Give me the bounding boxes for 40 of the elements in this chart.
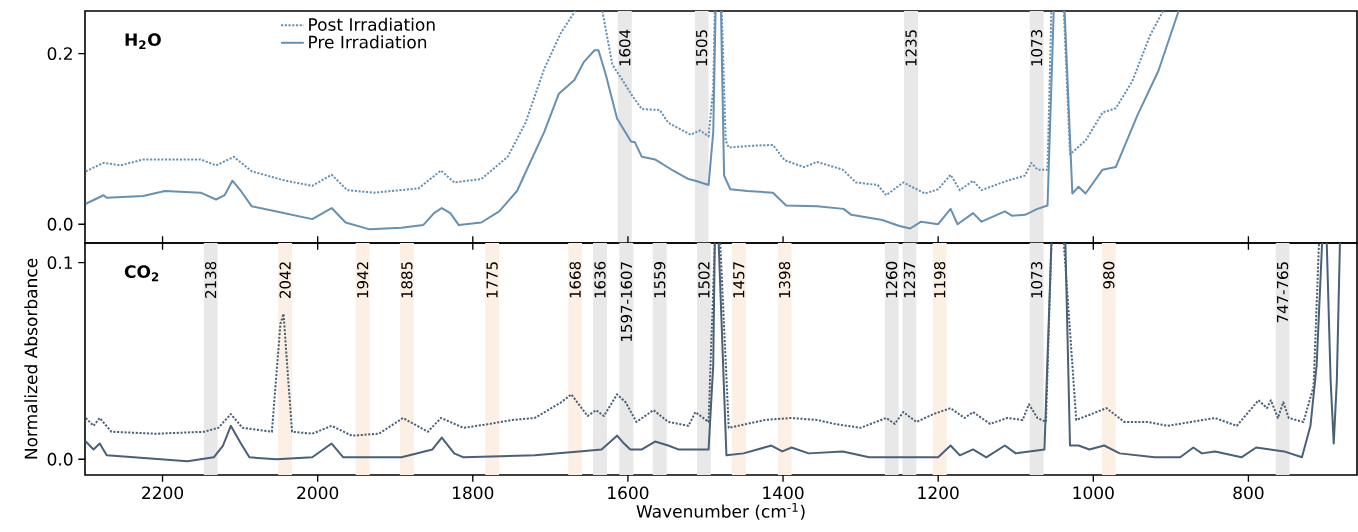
x-tick-label: 1000 xyxy=(1073,486,1114,500)
band-label: 1398 xyxy=(778,261,791,298)
band-label: 1073 xyxy=(1031,30,1043,66)
text: H$_{2}$O xyxy=(125,33,161,50)
band-label: 1668 xyxy=(569,261,581,298)
x-tick-label: 1400 xyxy=(763,486,804,500)
legend-label: Post Irradiation xyxy=(309,17,435,31)
band-label: 1505 xyxy=(695,30,708,66)
band-label: 1198 xyxy=(934,261,946,298)
x-axis-title: Wavenumber (cm$^{-1}$) xyxy=(636,503,805,520)
band-label: 1597-1607 xyxy=(620,262,633,341)
band-label: 747-765 xyxy=(1276,262,1289,323)
band-label: 980 xyxy=(1103,261,1115,289)
y-tick-label: 0.2 xyxy=(47,47,72,61)
x-tick-label: 1200 xyxy=(918,486,959,500)
x-tick-label: 1600 xyxy=(608,486,649,500)
band-label: 1502 xyxy=(698,262,710,298)
band-label: 1559 xyxy=(654,261,666,298)
x-tick-label: 1800 xyxy=(453,486,494,500)
y-tick-label: 0.1 xyxy=(47,256,73,270)
band-label: 1775 xyxy=(486,262,498,298)
band-label: 1237 xyxy=(903,262,916,298)
band-label: 1942 xyxy=(356,262,369,298)
x-tick-label: 2000 xyxy=(297,486,339,500)
y-axis-title: Normalized Absorbance xyxy=(24,258,38,459)
text: CO$_{2}$ xyxy=(124,265,159,282)
band-label: 1604 xyxy=(619,29,631,66)
band-label: 1457 xyxy=(733,262,745,298)
band-label: 1636 xyxy=(594,261,606,298)
y-tick-label: 0.0 xyxy=(47,217,73,231)
band-label: 1073 xyxy=(1031,262,1043,298)
x-tick-label: 2200 xyxy=(142,486,184,500)
x-tick-label: 800 xyxy=(1233,486,1264,500)
band-label: 2138 xyxy=(204,261,217,298)
band-label: 2042 xyxy=(279,262,291,298)
band-label: 1885 xyxy=(401,262,413,298)
band-label: 1260 xyxy=(885,261,898,298)
legend-label: Pre Irradiation xyxy=(309,35,427,49)
y-tick-label: 0.0 xyxy=(47,452,73,466)
band-label: 1235 xyxy=(905,30,917,66)
